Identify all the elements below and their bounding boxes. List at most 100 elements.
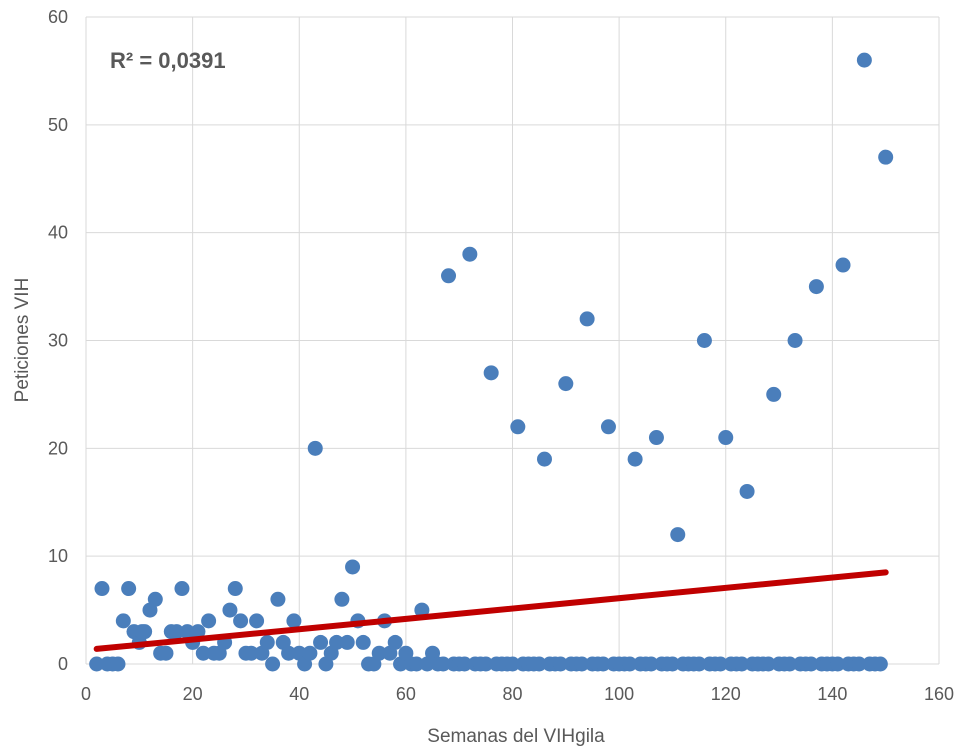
data-point: [345, 559, 361, 575]
data-point: [201, 613, 217, 629]
data-point: [94, 581, 110, 597]
y-tick-label: 60: [48, 7, 68, 27]
y-tick-label: 40: [48, 223, 68, 243]
data-point: [760, 656, 776, 672]
data-point: [158, 645, 174, 661]
data-point: [222, 602, 238, 618]
y-tick-label: 50: [48, 115, 68, 135]
x-tick-label: 40: [289, 684, 309, 704]
data-point: [536, 451, 552, 467]
data-point: [227, 581, 243, 597]
data-point: [483, 365, 499, 381]
x-tick-label: 120: [711, 684, 741, 704]
x-axis-title: Semanas del VIHgila: [427, 726, 605, 747]
data-point: [339, 634, 355, 650]
data-point: [872, 656, 888, 672]
data-point: [462, 246, 478, 262]
data-point: [243, 645, 259, 661]
data-point: [478, 656, 494, 672]
data-point: [766, 386, 782, 402]
data-point: [664, 656, 680, 672]
data-point: [313, 634, 329, 650]
data-point: [89, 656, 105, 672]
x-tick-label: 140: [817, 684, 847, 704]
data-point: [270, 591, 286, 607]
data-point: [782, 656, 798, 672]
data-point: [147, 591, 163, 607]
data-point: [302, 645, 318, 661]
data-point: [739, 483, 755, 499]
data-point: [808, 279, 824, 295]
y-tick-label: 0: [58, 654, 68, 674]
data-point: [121, 581, 137, 597]
data-point: [574, 656, 590, 672]
data-point: [579, 311, 595, 327]
data-point: [600, 419, 616, 435]
data-point: [531, 656, 547, 672]
data-point: [334, 591, 350, 607]
data-point: [174, 581, 190, 597]
data-point: [718, 430, 734, 446]
grid-lines: [85, 16, 940, 665]
y-tick-labels: 0 10 20 30 40 50 60: [48, 7, 68, 674]
data-point: [457, 656, 473, 672]
data-point: [195, 645, 211, 661]
data-point: [409, 656, 425, 672]
data-point: [595, 656, 611, 672]
data-point: [830, 656, 846, 672]
x-tick-label: 100: [604, 684, 634, 704]
x-tick-label: 160: [924, 684, 954, 704]
y-axis-title: Peticiones VIH: [12, 278, 33, 403]
x-tick-label: 20: [183, 684, 203, 704]
data-point: [505, 656, 520, 672]
data-point: [259, 634, 275, 650]
data-point: [878, 149, 894, 165]
data-point: [387, 634, 403, 650]
data-point: [691, 656, 707, 672]
data-point: [441, 268, 457, 284]
data-point: [643, 656, 659, 672]
data-point: [355, 634, 371, 650]
data-point: [712, 656, 728, 672]
data-point: [803, 656, 819, 672]
data-point: [329, 634, 345, 650]
data-point: [233, 613, 249, 629]
data-point: [558, 376, 574, 392]
data-point: [696, 333, 712, 348]
x-tick-label: 80: [502, 684, 522, 704]
data-point: [169, 624, 185, 640]
data-point: [286, 613, 302, 629]
data-point: [856, 52, 872, 68]
data-point: [552, 656, 568, 672]
data-point: [110, 656, 126, 672]
data-point: [670, 527, 686, 543]
data-point: [648, 430, 664, 446]
data-point: [190, 624, 206, 640]
data-point: [249, 613, 265, 629]
y-tick-label: 10: [48, 546, 68, 566]
y-tick-label: 20: [48, 438, 68, 458]
data-point: [137, 624, 153, 640]
x-tick-labels: 0 20 40 60 80 100 120 140 160: [81, 684, 954, 704]
data-point: [414, 602, 430, 618]
trendline: [93, 569, 889, 652]
y-tick-label: 30: [48, 331, 68, 351]
data-point: [622, 656, 638, 672]
data-point: [734, 656, 750, 672]
data-point: [307, 440, 323, 456]
data-point: [265, 656, 281, 672]
data-point: [371, 645, 387, 661]
data-point: [627, 451, 643, 467]
x-tick-label: 0: [81, 684, 91, 704]
data-point: [851, 656, 867, 672]
data-point: [435, 656, 451, 672]
r-squared-annotation: R² = 0,0391: [110, 48, 226, 73]
data-point: [281, 645, 297, 661]
data-point: [115, 613, 131, 629]
data-point: [510, 419, 526, 435]
data-point: [835, 257, 851, 273]
data-points: [89, 52, 894, 672]
data-point: [787, 333, 803, 348]
x-tick-label: 60: [396, 684, 416, 704]
